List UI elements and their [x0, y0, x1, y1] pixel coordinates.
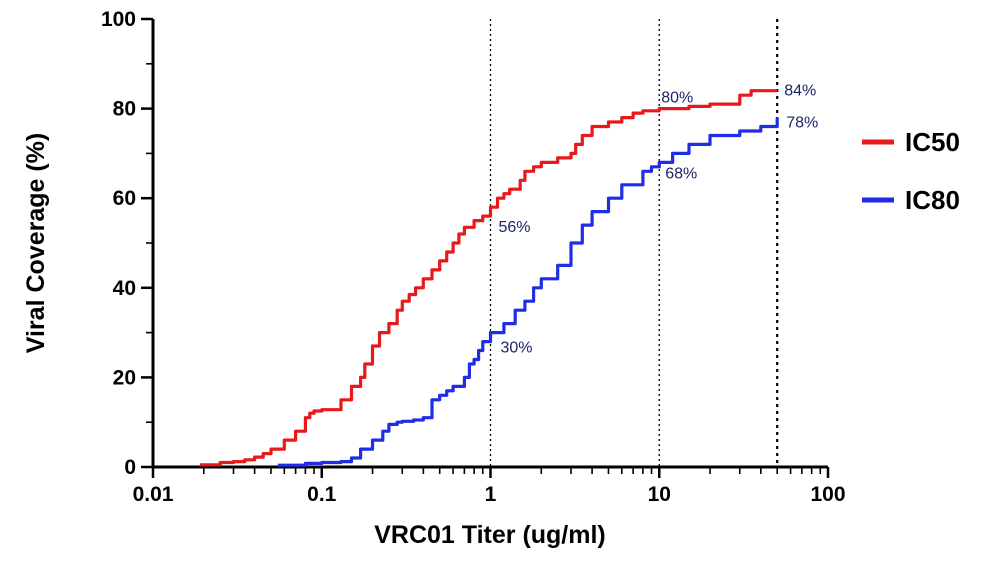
x-tick-label-100: 100 — [810, 483, 845, 506]
y-axis-title: Viral Coverage (%) — [22, 133, 50, 353]
y-tick-label-60: 60 — [113, 187, 136, 210]
legend-label-ic50: IC50 — [905, 127, 960, 157]
x-tick-label-10: 10 — [648, 483, 671, 506]
reference-lines — [489, 19, 779, 467]
y-tick-label-0: 0 — [124, 456, 136, 479]
y-tick-label-100: 100 — [101, 8, 136, 31]
annotation-ic50-50: 84% — [784, 83, 816, 100]
annotation-ic80-10: 68% — [665, 165, 697, 182]
annotations: 56% 80% 84% 30% 68% 78% — [499, 83, 819, 357]
x-tick-label-1: 1 — [485, 483, 497, 506]
annotation-ic80-1: 30% — [501, 340, 533, 357]
annotation-ic50-10: 80% — [661, 90, 693, 107]
y-tick-label-20: 20 — [113, 366, 136, 389]
series-lines — [200, 89, 779, 467]
annotation-ic50-1: 56% — [499, 219, 531, 236]
legend: IC50 IC80 — [862, 127, 960, 215]
x-tick-label-0.01: 0.01 — [133, 483, 174, 506]
x-axis-title: VRC01 Titer (ug/ml) — [374, 521, 606, 549]
legend-label-ic80: IC80 — [905, 185, 960, 215]
series-line-ic50 — [200, 89, 778, 467]
x-tick-label-0.1: 0.1 — [307, 483, 337, 506]
x-axis-ticks: 0.01 0.1 1 10 100 — [133, 467, 846, 506]
series-line-ic80 — [277, 117, 779, 467]
y-axis-ticks: 0 20 40 60 80 100 — [101, 8, 153, 479]
y-tick-label-80: 80 — [113, 98, 136, 121]
y-tick-label-40: 40 — [113, 277, 136, 300]
annotation-ic80-50: 78% — [786, 115, 818, 132]
